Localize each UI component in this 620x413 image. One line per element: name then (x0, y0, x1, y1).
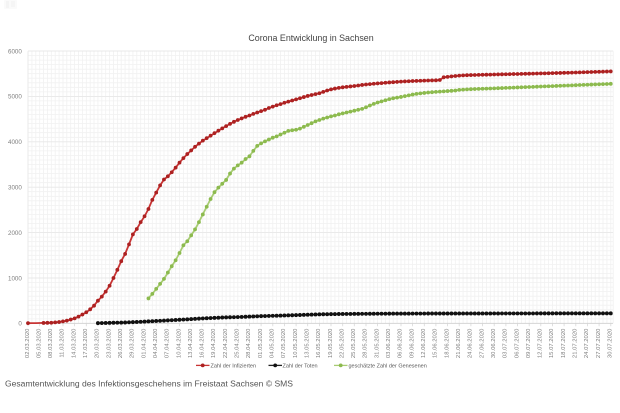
svg-text:18.07.2020: 18.07.2020 (561, 328, 567, 358)
svg-text:3000: 3000 (8, 185, 22, 192)
svg-text:16.05.2020: 16.05.2020 (316, 328, 322, 358)
svg-text:22.04.2020: 22.04.2020 (223, 328, 229, 358)
svg-text:31.05.2020: 31.05.2020 (374, 328, 380, 358)
svg-text:30.07.2020: 30.07.2020 (608, 328, 614, 358)
svg-text:5000: 5000 (8, 94, 22, 101)
svg-text:02.03.2020: 02.03.2020 (25, 328, 31, 358)
svg-text:20.03.2020: 20.03.2020 (95, 328, 101, 358)
svg-text:05.03.2020: 05.03.2020 (36, 328, 42, 358)
svg-text:29.03.2020: 29.03.2020 (130, 328, 136, 358)
svg-text:15.06.2020: 15.06.2020 (433, 328, 439, 358)
svg-text:03.07.2020: 03.07.2020 (503, 328, 509, 358)
svg-text:13.04.2020: 13.04.2020 (188, 328, 194, 358)
svg-text:4000: 4000 (8, 139, 22, 146)
svg-text:21.06.2020: 21.06.2020 (456, 328, 462, 358)
svg-text:04.05.2020: 04.05.2020 (270, 328, 276, 358)
svg-text:15.07.2020: 15.07.2020 (549, 328, 555, 358)
svg-text:16.04.2020: 16.04.2020 (200, 328, 206, 358)
svg-text:24.06.2020: 24.06.2020 (468, 328, 474, 358)
svg-text:25.05.2020: 25.05.2020 (351, 328, 357, 358)
svg-text:11.03.2020: 11.03.2020 (60, 328, 66, 358)
svg-text:geschätzte Zahl der Genesenen: geschätzte Zahl der Genesenen (349, 363, 427, 369)
svg-text:01.05.2020: 01.05.2020 (258, 328, 264, 358)
svg-text:23.03.2020: 23.03.2020 (106, 328, 112, 358)
svg-text:12.06.2020: 12.06.2020 (421, 328, 427, 358)
svg-text:21.07.2020: 21.07.2020 (573, 328, 579, 358)
svg-text:12.07.2020: 12.07.2020 (538, 328, 544, 358)
svg-text:Zahl der Infizierten: Zahl der Infizierten (211, 363, 257, 369)
svg-text:1000: 1000 (8, 275, 22, 282)
svg-text:18.06.2020: 18.06.2020 (444, 328, 450, 358)
svg-text:Zahl der Toten: Zahl der Toten (283, 363, 318, 369)
svg-text:09.07.2020: 09.07.2020 (526, 328, 532, 358)
svg-text:19.05.2020: 19.05.2020 (328, 328, 334, 358)
svg-text:06.07.2020: 06.07.2020 (514, 328, 520, 358)
svg-text:28.04.2020: 28.04.2020 (246, 328, 252, 358)
svg-text:27.07.2020: 27.07.2020 (596, 328, 602, 358)
svg-text:07.05.2020: 07.05.2020 (281, 328, 287, 358)
svg-text:09.06.2020: 09.06.2020 (409, 328, 415, 358)
svg-text:24.07.2020: 24.07.2020 (584, 328, 590, 358)
svg-text:2000: 2000 (8, 230, 22, 237)
svg-text:04.04.2020: 04.04.2020 (153, 328, 159, 358)
svg-text:13.05.2020: 13.05.2020 (305, 328, 311, 358)
svg-text:26.03.2020: 26.03.2020 (118, 328, 124, 358)
svg-text:07.04.2020: 07.04.2020 (165, 328, 171, 358)
svg-text:10.04.2020: 10.04.2020 (176, 328, 182, 358)
svg-text:01.04.2020: 01.04.2020 (141, 328, 147, 358)
svg-text:17.03.2020: 17.03.2020 (83, 328, 89, 358)
svg-text:10.05.2020: 10.05.2020 (293, 328, 299, 358)
svg-text:14.03.2020: 14.03.2020 (71, 328, 77, 358)
svg-text:08.03.2020: 08.03.2020 (48, 328, 54, 358)
svg-text:19.04.2020: 19.04.2020 (211, 328, 217, 358)
svg-text:27.06.2020: 27.06.2020 (479, 328, 485, 358)
svg-text:Corona Entwicklung in Sachsen: Corona Entwicklung in Sachsen (248, 33, 373, 43)
svg-text:06.06.2020: 06.06.2020 (398, 328, 404, 358)
svg-text:6000: 6000 (8, 48, 22, 55)
svg-text:03.06.2020: 03.06.2020 (386, 328, 392, 358)
svg-text:28.05.2020: 28.05.2020 (363, 328, 369, 358)
svg-text:30.06.2020: 30.06.2020 (491, 328, 497, 358)
svg-text:22.05.2020: 22.05.2020 (339, 328, 345, 358)
svg-text:0: 0 (18, 321, 22, 328)
svg-text:25.04.2020: 25.04.2020 (235, 328, 241, 358)
svg-text:Gesamtentwicklung des Infektio: Gesamtentwicklung des Infektionsgeschehe… (5, 379, 293, 389)
